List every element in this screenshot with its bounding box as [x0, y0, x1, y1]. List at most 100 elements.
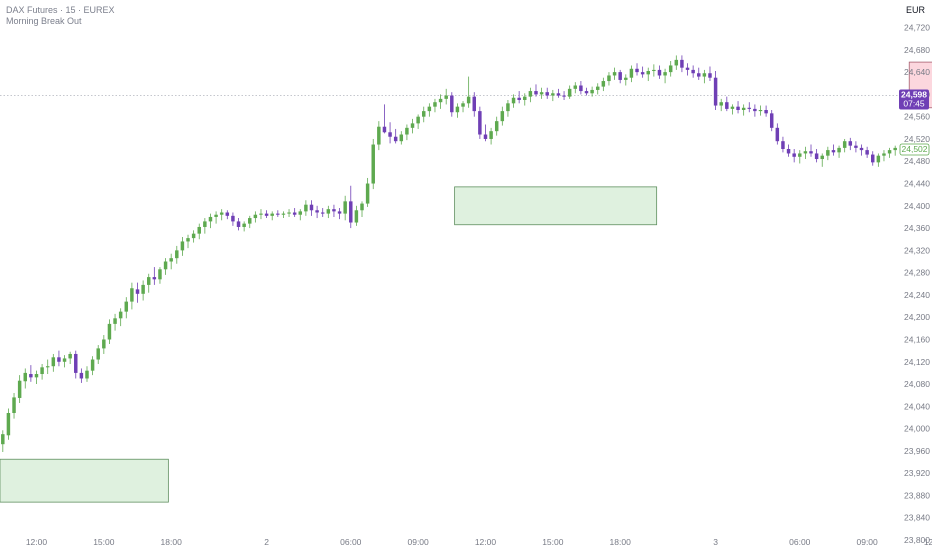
time-axis[interactable]: 12:00 15:00 18:00 2 06:00 09:00 12:00 15:00 18:0…	[26, 537, 932, 547]
price-tick-label: 24,520	[904, 134, 930, 144]
candle-body	[438, 98, 443, 103]
candle-body	[124, 301, 129, 312]
candle-body	[118, 311, 123, 319]
candle-body	[562, 95, 566, 97]
candle-body	[113, 318, 117, 324]
candle-body	[1, 434, 5, 445]
candle-body	[163, 261, 168, 270]
candle-body	[702, 73, 707, 77]
candle-body	[62, 358, 67, 362]
candle-body	[12, 397, 16, 414]
candle-body	[236, 221, 241, 227]
candle-body	[781, 141, 785, 149]
time-tick-label: 06:00	[340, 537, 362, 547]
candle-body	[248, 218, 252, 224]
candle-body	[146, 277, 151, 285]
candle-body	[332, 209, 336, 212]
zone-layer	[0, 61, 932, 503]
candle-body	[786, 148, 791, 154]
candle-body	[169, 258, 173, 262]
candle-body	[450, 95, 454, 113]
candle-body	[500, 111, 505, 122]
candle-body	[175, 250, 179, 259]
time-tick-label: 12:00	[475, 537, 497, 547]
time-tick-label: 09:00	[407, 537, 429, 547]
candle-body	[753, 108, 757, 112]
candle-body	[360, 203, 364, 211]
candle-body	[90, 359, 95, 371]
candle-body	[29, 374, 33, 378]
candle-body	[461, 103, 465, 107]
time-tick-label: 18:00	[610, 537, 632, 547]
candle-body	[567, 88, 572, 97]
candle-body	[427, 106, 432, 112]
candle-body	[719, 102, 723, 106]
indicator-label[interactable]: Morning Break Out	[6, 16, 82, 26]
candle-body	[6, 413, 11, 436]
currency-label[interactable]: EUR	[906, 5, 926, 15]
candle-body	[17, 380, 22, 398]
candle-body	[697, 73, 701, 77]
candle-body	[320, 212, 325, 214]
candle-body	[584, 91, 589, 94]
candle-body	[203, 221, 207, 227]
candle-body	[871, 154, 875, 163]
bullish-zone-1	[454, 186, 658, 226]
candle-body	[455, 106, 460, 113]
candle-body	[511, 97, 516, 104]
candle-body	[270, 213, 274, 216]
candle-body	[96, 348, 100, 360]
candle-body	[382, 126, 387, 133]
candle-body	[259, 213, 263, 215]
price-tick-label: 24,040	[904, 401, 930, 411]
price-tick-label: 24,080	[904, 379, 930, 389]
candle-body	[556, 93, 561, 96]
candle-body	[640, 72, 645, 75]
candle-body	[741, 107, 746, 111]
candle-body	[135, 289, 140, 294]
candle-body	[708, 73, 712, 78]
candle-body	[876, 155, 881, 163]
candle-body	[337, 211, 342, 214]
price-tick-label: 24,000	[904, 424, 930, 434]
candle-body	[309, 204, 314, 211]
candle-body	[865, 150, 869, 155]
candle-body	[422, 111, 426, 117]
price-tick-label: 23,800	[904, 535, 930, 545]
candle-body	[315, 210, 319, 213]
price-tick-label: 23,880	[904, 490, 930, 500]
candle-body	[769, 113, 774, 128]
candle-body	[214, 214, 218, 217]
price-tick-label: 23,840	[904, 513, 930, 523]
candle-body	[40, 367, 44, 375]
time-tick-label: 06:00	[789, 537, 811, 547]
candle-body	[298, 211, 303, 215]
candle-body	[842, 141, 847, 148]
candle-body	[579, 85, 583, 92]
candle-body	[197, 226, 201, 234]
price-tick-label: 24,120	[904, 357, 930, 367]
time-tick-label: 12:00	[26, 537, 48, 547]
candle-body	[646, 71, 650, 75]
price-tick-label: 24,680	[904, 45, 930, 55]
candle-body	[85, 370, 89, 379]
candle-body	[831, 150, 836, 153]
candle-body	[685, 67, 690, 70]
candle-body	[231, 215, 235, 222]
candle-body	[68, 353, 72, 359]
candle-body	[494, 121, 499, 132]
candle-body	[472, 96, 476, 112]
candle-body	[517, 97, 521, 100]
price-tick-label: 24,720	[904, 23, 930, 33]
candle-body	[483, 134, 488, 139]
time-tick-label: 12:00	[924, 537, 932, 547]
candle-body	[775, 127, 780, 142]
bullish-zone-0	[0, 458, 169, 503]
candle-body	[652, 69, 656, 72]
candle-body	[444, 95, 448, 99]
time-tick-label: 09:00	[856, 537, 878, 547]
candle-body	[534, 91, 538, 95]
candle-body	[74, 353, 78, 373]
